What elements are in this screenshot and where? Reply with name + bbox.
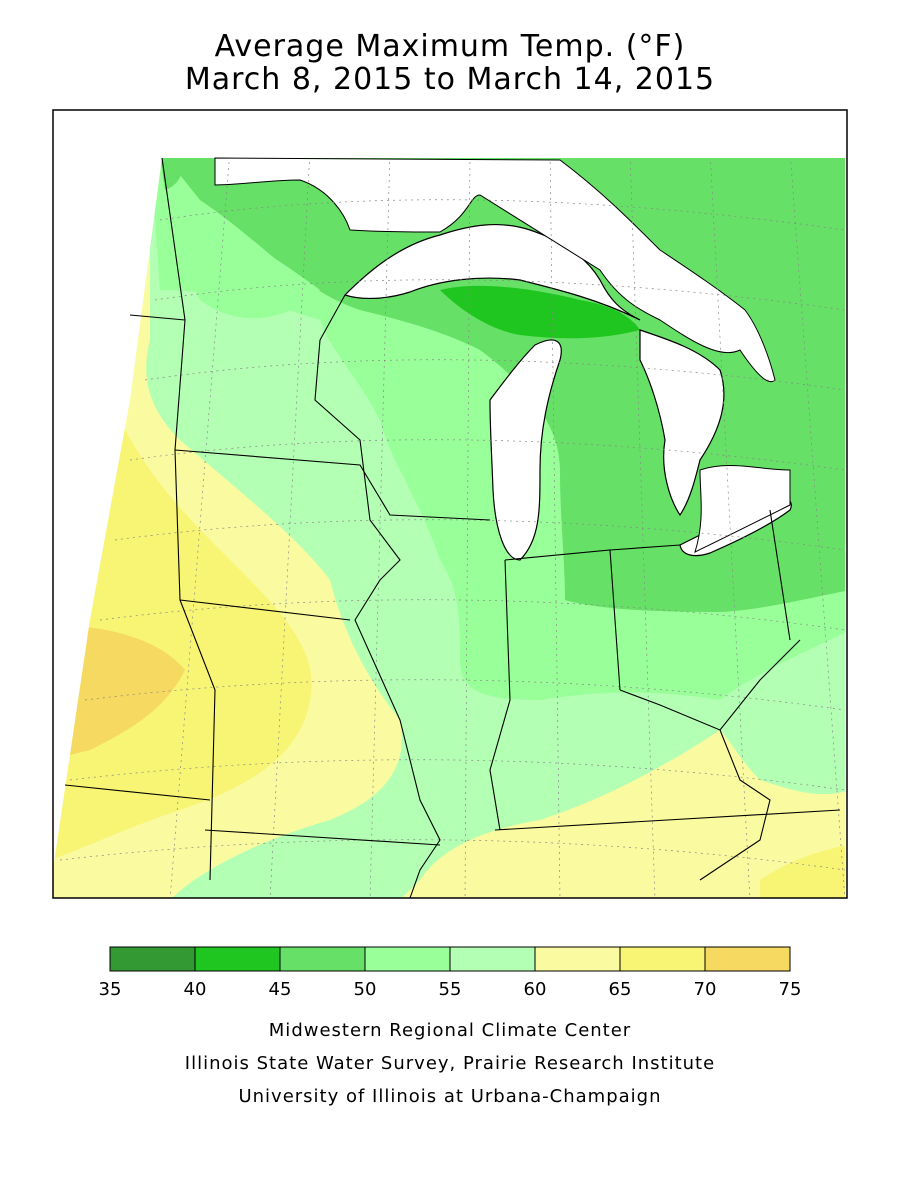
credit-line-2: Illinois State Water Survey, Prairie Res…	[184, 1053, 716, 1074]
mn-wi-top	[319, 294, 346, 341]
legend-swatch-55-60	[449, 946, 536, 972]
state-boundaries	[64, 157, 841, 899]
il-in-line	[489, 559, 511, 831]
legend-swatch-70-75	[704, 946, 791, 972]
dakota-minnesota-line	[161, 157, 216, 881]
ne-ks-line	[64, 784, 211, 801]
legend-tick-label: 35	[99, 979, 122, 1000]
legend-swatch-65-70	[619, 946, 706, 972]
ks-mo-south	[204, 829, 441, 846]
band-45-50-northwest-corner	[160, 158, 185, 190]
map-frame	[52, 109, 848, 899]
iowa-missouri-line	[179, 599, 351, 621]
credit-line-3: University of Illinois at Urbana-Champai…	[238, 1086, 662, 1107]
ky-tn-line	[494, 809, 841, 831]
legend-swatch-45-50	[279, 946, 366, 972]
legend-swatch-40-45	[194, 946, 281, 972]
lake-michigan	[489, 339, 562, 561]
ontario-peninsula	[694, 465, 791, 553]
legend-tick-label: 75	[779, 979, 802, 1000]
canada-region	[214, 157, 776, 383]
mi-oh-line	[609, 544, 681, 551]
nd-sd-line	[129, 314, 186, 321]
latlon-grid	[59, 158, 845, 898]
band-65-70-southeast	[760, 845, 845, 898]
legend-tick-label: 65	[609, 979, 632, 1000]
legend-color-bar	[109, 946, 791, 972]
legend-swatch-60-65	[534, 946, 621, 972]
legend-tick-label: 50	[354, 979, 377, 1000]
legend-tick-label: 60	[524, 979, 547, 1000]
band-65-70-west	[53, 420, 312, 860]
wv-va-line	[699, 729, 771, 881]
map-title-line-2: March 8, 2015 to March 14, 2015	[184, 62, 716, 97]
legend-swatch-35-40	[109, 946, 196, 972]
legend-swatch-50-55	[364, 946, 451, 972]
great-lakes	[214, 157, 792, 561]
mn-iowa-line	[174, 449, 491, 521]
band-50-55-minnesota	[183, 200, 320, 319]
credit-line-1: Midwestern Regional Climate Center	[268, 1020, 632, 1041]
band-40-45-upper-peninsula	[440, 285, 640, 339]
legend-tick-label: 40	[184, 979, 207, 1000]
lake-huron	[639, 329, 725, 517]
legend-tick-labels: 35 40 45 50 55 60 65 70 75	[99, 979, 802, 1000]
legend-tick-label: 45	[269, 979, 292, 1000]
map-title-line-1: Average Maximum Temp. (°F)	[214, 29, 686, 64]
oh-pa-line	[769, 509, 791, 641]
legend-tick-label: 70	[694, 979, 717, 1000]
legend-tick-label: 55	[439, 979, 462, 1000]
mississippi-river	[314, 339, 441, 899]
